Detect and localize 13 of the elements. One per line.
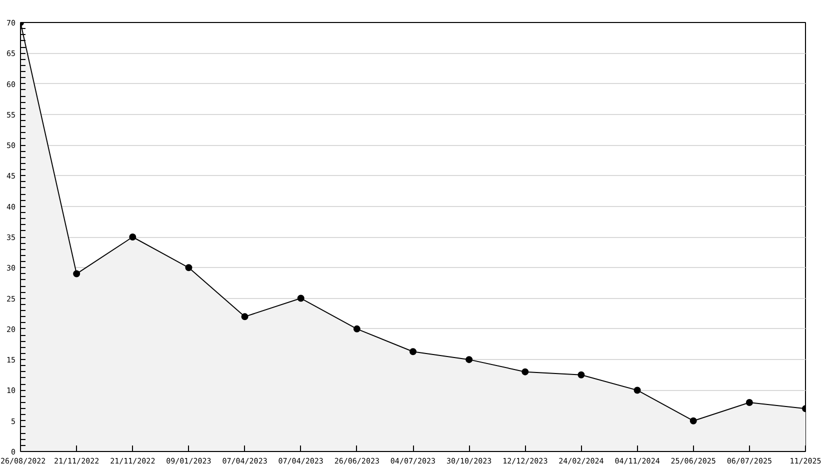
point <box>241 313 248 320</box>
point <box>129 234 136 240</box>
point <box>690 417 697 424</box>
point <box>297 294 304 302</box>
point <box>746 398 753 406</box>
point <box>522 368 529 376</box>
point <box>634 386 641 394</box>
point <box>73 270 80 278</box>
point <box>578 371 585 378</box>
point <box>185 264 192 272</box>
point <box>353 325 360 332</box>
point <box>466 356 473 364</box>
point <box>410 348 416 356</box>
